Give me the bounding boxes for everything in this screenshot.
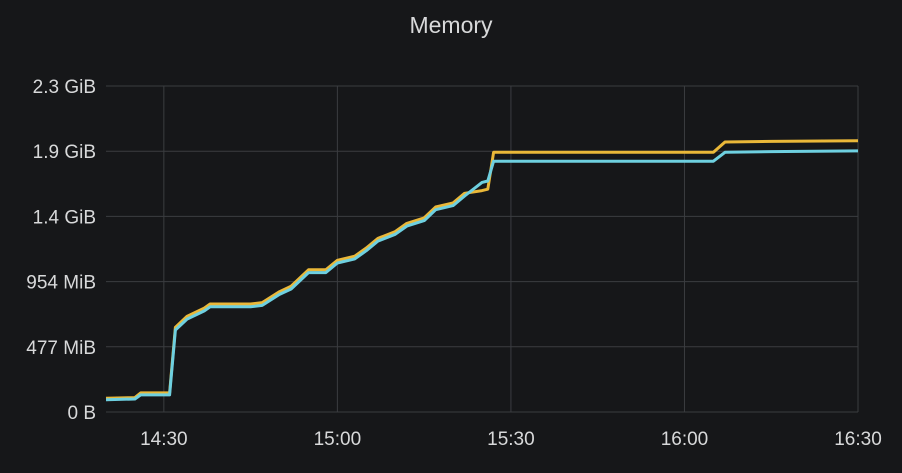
series-line-2 [105, 149, 859, 402]
x-tick-label: 16:30 [834, 429, 882, 450]
chart-grid [106, 85, 859, 413]
x-tick-label: 15:00 [314, 429, 362, 450]
x-axis: 14:30 15:00 15:30 16:00 16:30 [140, 429, 882, 450]
y-tick-label: 477 MiB [26, 338, 96, 359]
x-tick-label: 14:30 [140, 429, 188, 450]
y-tick-label: 1.9 GiB [33, 142, 96, 163]
y-tick-label: 1.4 GiB [33, 207, 96, 228]
y-tick-label: 0 B [67, 403, 96, 424]
x-tick-label: 16:00 [661, 429, 709, 450]
y-axis: 0 B 477 MiB 954 MiB 1.4 GiB 1.9 GiB 2.3 GiB [26, 77, 96, 424]
y-tick-label: 954 MiB [26, 273, 96, 294]
y-tick-label: 2.3 GiB [33, 77, 96, 98]
panel-title: Memory [409, 12, 493, 38]
series-line-1 [105, 139, 859, 400]
x-tick-label: 15:30 [487, 429, 535, 450]
chart-series [105, 139, 859, 402]
